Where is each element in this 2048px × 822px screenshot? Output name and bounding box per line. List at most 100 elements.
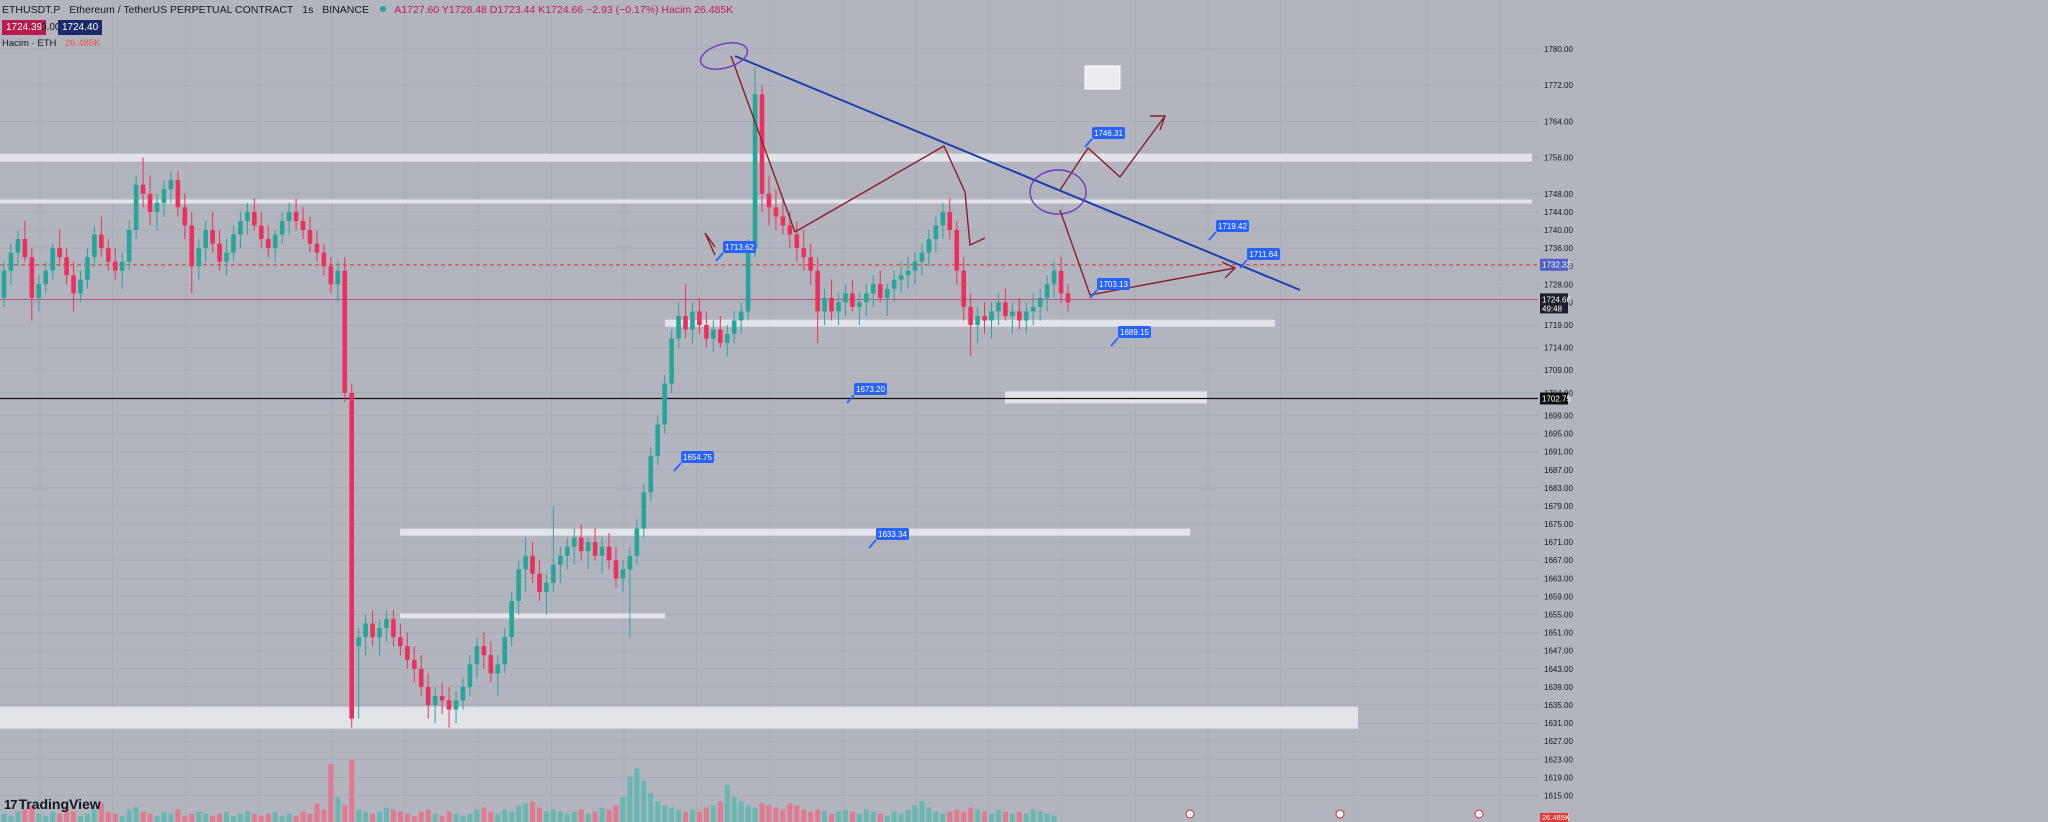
callout-box[interactable] [1097, 278, 1130, 290]
callout-pointer [868, 539, 877, 549]
candle-body [564, 546, 570, 556]
projection-path-down[interactable] [1059, 209, 1236, 296]
candle-body [690, 311, 695, 330]
candle-body [252, 211, 257, 226]
callout-box[interactable] [854, 383, 887, 395]
symbol-description: Ethereum / TetherUS PERPETUAL CONTRACT [69, 4, 294, 16]
axis-tick-label: 1655.00 [1544, 611, 1573, 620]
chart-drawings[interactable] [698, 38, 1301, 296]
highlight-ellipse[interactable] [1029, 169, 1087, 215]
callout-box[interactable] [681, 451, 714, 463]
volume-bar [724, 784, 730, 822]
line-price-tag[interactable]: 1702.75 [1542, 395, 1571, 404]
volume-bar [237, 813, 243, 822]
volume-bar [856, 813, 862, 822]
ask-price-box[interactable]: 1724.40 [58, 20, 103, 35]
callout-box[interactable] [876, 528, 909, 540]
volume-bar [564, 813, 570, 822]
volume-bar [328, 764, 334, 822]
volume-bar [230, 815, 236, 822]
axis-tick-label: 1683.00 [1544, 484, 1573, 493]
callout-box[interactable] [1247, 248, 1280, 260]
volume-bar [300, 811, 306, 822]
volume-bar [467, 813, 473, 822]
volume-bar [696, 811, 702, 822]
price-label-callouts[interactable]: 1746.31 1719.42 1711.64 1713.62 1703.13 1689.… [673, 127, 1280, 549]
price-axis[interactable]: 1780.00 1772.00 1764.00 1756.00 1748.00 1744.… [1185, 0, 2048, 822]
candle-body [1003, 302, 1008, 316]
symbol-name[interactable]: ETHUSDT.P [2, 4, 61, 16]
candle-body [759, 94, 765, 194]
axis-tick-label: 1671.00 [1544, 538, 1573, 547]
volume-bar [738, 801, 744, 822]
volume-bar [982, 811, 988, 822]
volume-bar [175, 809, 181, 822]
candle-body [738, 311, 744, 321]
candle-body [126, 230, 132, 262]
callout-box[interactable] [1118, 326, 1151, 338]
interval-label[interactable]: 1s [302, 4, 314, 16]
candle-body [293, 211, 299, 221]
projection-path[interactable] [730, 55, 796, 233]
candle-body [154, 202, 160, 212]
candle-body [808, 257, 813, 271]
volume-indicator-label[interactable]: Hacim · ETH 26.485K [2, 38, 100, 49]
projection-path[interactable] [794, 145, 986, 247]
candle-body [1044, 284, 1050, 298]
candle-body [78, 279, 83, 294]
callout-box[interactable] [723, 241, 756, 253]
session-flag-icon[interactable] [1185, 809, 1195, 819]
volume-bar [189, 813, 195, 822]
candle-body [968, 306, 973, 325]
callout-box[interactable] [1216, 220, 1249, 232]
candle-body [43, 270, 49, 285]
volume-bar [64, 807, 70, 822]
candle-body [516, 569, 521, 601]
callout-pointer [1110, 337, 1119, 347]
projection-path[interactable] [704, 232, 716, 256]
volume-bar [196, 811, 202, 822]
volume-bar [383, 807, 389, 822]
candle-body [405, 646, 410, 660]
current-price-tag[interactable]: 1724.66 [1542, 295, 1571, 304]
tradingview-logo-text: TradingView [18, 796, 101, 812]
session-flag-icon[interactable] [1474, 809, 1484, 819]
trend-line[interactable] [734, 55, 1301, 291]
candle-body [182, 207, 188, 226]
axis-tick-label: 1679.00 [1544, 502, 1573, 511]
candle-body [933, 225, 939, 240]
volume-bar [411, 815, 417, 822]
candle-body [1051, 270, 1057, 285]
callout-value: 1689.15 [1120, 328, 1149, 337]
volume-bar [453, 813, 459, 822]
axis-tick-label: 1635.00 [1544, 701, 1573, 710]
current-price-tag-countdown: 49:48 [1542, 304, 1563, 313]
candle-body [189, 225, 195, 267]
candle-body [133, 184, 139, 230]
callout-box[interactable] [1092, 127, 1125, 139]
candle-body [481, 646, 487, 656]
volume-bar [8, 815, 14, 822]
session-flag-icon[interactable] [1335, 809, 1345, 819]
bid-price-box[interactable]: 1724.39 [2, 20, 47, 35]
tradingview-logo[interactable]: 17 TradingView [4, 796, 101, 812]
highlight-ellipse[interactable] [698, 38, 751, 74]
volume-bar [787, 803, 793, 822]
volume-bars [1, 760, 1057, 822]
volume-bar [1002, 811, 1008, 822]
candle-body [982, 315, 987, 321]
volume-bar [1037, 811, 1043, 822]
candle-body [314, 243, 320, 253]
volume-bar [648, 793, 654, 822]
candle-body [238, 220, 243, 235]
projection-path-up[interactable] [1059, 115, 1166, 191]
candle-body [731, 320, 737, 335]
volume-bar [884, 815, 890, 822]
candle-body [836, 302, 841, 312]
candle-body [384, 619, 389, 629]
volume-bar [801, 809, 807, 822]
volume-bar [759, 803, 765, 822]
red-price-tag[interactable]: 1732.32 [1542, 261, 1571, 270]
candle-body [537, 573, 542, 592]
